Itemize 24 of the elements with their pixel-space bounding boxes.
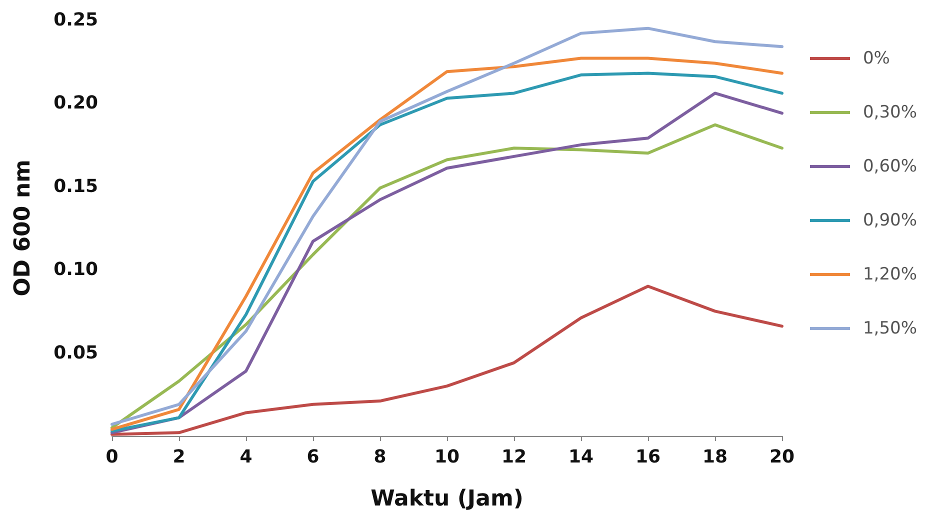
x-axis-title: Waktu (Jam) bbox=[370, 486, 524, 512]
x-tick-label: 18 bbox=[702, 446, 728, 468]
x-tick-label: 14 bbox=[568, 446, 594, 468]
x-tick-label: 10 bbox=[434, 446, 460, 468]
y-tick-label: 0.20 bbox=[54, 92, 98, 114]
x-tick-label: 2 bbox=[172, 446, 186, 468]
legend-label: 0,90% bbox=[862, 210, 918, 230]
legend-label: 0% bbox=[862, 48, 890, 68]
x-tick-label: 16 bbox=[635, 446, 661, 468]
x-tick-label: 12 bbox=[501, 446, 527, 468]
y-tick-label: 0.15 bbox=[54, 176, 98, 197]
y-tick-label: 0.10 bbox=[54, 259, 98, 280]
y-axis-title: OD 600 nm bbox=[10, 160, 36, 296]
y-tick-label: 0.25 bbox=[54, 10, 98, 30]
x-tick-label: 6 bbox=[306, 446, 320, 468]
x-tick-label: 4 bbox=[240, 446, 252, 468]
x-tick-label: 20 bbox=[769, 446, 795, 468]
x-tick-label: 0 bbox=[106, 446, 118, 468]
legend-label: 0,30% bbox=[862, 102, 918, 122]
legend-label: 1,20% bbox=[862, 264, 918, 284]
y-tick-label: 0.05 bbox=[54, 342, 98, 364]
legend-label: 0,60% bbox=[862, 156, 918, 176]
x-tick-label: 8 bbox=[374, 446, 386, 468]
legend-label: 1,50% bbox=[862, 318, 918, 338]
